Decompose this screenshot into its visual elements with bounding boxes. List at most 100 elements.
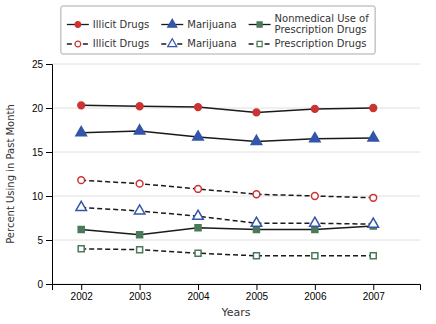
legend-label: Marijuana xyxy=(187,19,236,30)
x-tick-label: 2004 xyxy=(187,291,210,302)
y-tick-label: 0 xyxy=(37,279,43,290)
series-marker xyxy=(370,105,377,112)
series-marker xyxy=(312,253,318,259)
y-tick-mark xyxy=(46,240,52,241)
series-marker xyxy=(312,226,318,232)
series-marker xyxy=(134,205,145,214)
x-tick-mark xyxy=(315,284,316,290)
y-tick-label: 15 xyxy=(32,147,44,158)
x-tick-mark xyxy=(198,284,199,290)
y-tick-mark xyxy=(46,108,52,109)
x-tick: 2007 xyxy=(363,284,386,302)
series-marker xyxy=(251,135,262,144)
series-marker xyxy=(368,218,379,227)
series-marker xyxy=(76,201,87,210)
series xyxy=(78,102,377,116)
y-tick-label: 25 xyxy=(32,59,44,70)
legend-item: Prescription Drugs xyxy=(249,38,367,49)
x-tick-mark xyxy=(256,284,257,290)
series-marker xyxy=(195,186,202,193)
x-tick: 2003 xyxy=(129,284,152,302)
series-line xyxy=(81,105,373,112)
legend-label: Illicit Drugs xyxy=(93,38,149,49)
series-marker xyxy=(310,133,321,142)
legend-item: Marijuana xyxy=(161,19,236,30)
grid-line xyxy=(52,152,420,153)
y-tick-mark xyxy=(46,284,52,285)
legend: Illicit Drugs Marijuana Nonmedical Use ofP… xyxy=(61,6,375,54)
series-marker xyxy=(368,132,379,141)
series-marker xyxy=(193,210,204,219)
series-marker xyxy=(253,109,260,116)
series-marker xyxy=(370,253,376,259)
y-tick-mark xyxy=(46,196,52,197)
grid-line xyxy=(52,196,420,197)
legend-label: Illicit Drugs xyxy=(93,19,149,30)
x-axis-line xyxy=(53,285,421,291)
chart: 2002200320042005200620070510152025YearsP… xyxy=(0,0,436,324)
y-tick: 0 xyxy=(37,279,52,290)
series-line xyxy=(81,131,373,142)
plot-area: 2002200320042005200620070510152025YearsP… xyxy=(5,59,421,319)
series-line xyxy=(81,180,373,198)
y-tick: 20 xyxy=(32,103,52,114)
grid-line xyxy=(52,64,420,65)
y-tick-mark xyxy=(46,64,52,65)
y-tick: 10 xyxy=(32,191,52,202)
y-tick-label: 20 xyxy=(32,103,44,114)
series-marker xyxy=(134,125,145,134)
legend-swatch-marker xyxy=(168,19,177,27)
series xyxy=(78,246,376,259)
series-marker xyxy=(311,105,318,112)
x-tick-label: 2003 xyxy=(129,291,152,302)
legend-item: Illicit Drugs xyxy=(67,19,149,30)
legend-swatch-marker xyxy=(257,22,262,27)
series-marker xyxy=(78,226,84,232)
grid xyxy=(52,64,420,284)
x-tick-label: 2007 xyxy=(363,291,386,302)
y-tick-label: 10 xyxy=(32,191,44,202)
series-marker xyxy=(253,253,259,259)
legend-swatch-marker xyxy=(168,39,177,47)
x-tick-label: 2005 xyxy=(246,291,269,302)
legend-swatch-marker xyxy=(257,41,262,46)
series-marker xyxy=(76,127,87,136)
series-marker xyxy=(251,217,262,226)
series-marker xyxy=(78,177,85,184)
series xyxy=(76,201,379,227)
y-axis-title: Percent Using in Past Month xyxy=(5,104,16,244)
y-tick-mark xyxy=(46,152,52,153)
y-axis-line xyxy=(46,65,53,285)
series-line xyxy=(81,207,373,224)
series-marker xyxy=(137,247,143,253)
series-marker xyxy=(253,226,259,232)
series-group xyxy=(76,102,379,259)
y-tick: 15 xyxy=(32,147,52,158)
series-marker xyxy=(195,250,201,256)
y-tick-label: 5 xyxy=(37,235,43,246)
series-line xyxy=(81,226,373,235)
series-marker xyxy=(195,104,202,111)
x-tick: 2006 xyxy=(304,284,327,302)
series-marker xyxy=(78,246,84,252)
x-tick: 2002 xyxy=(71,284,94,302)
series-marker xyxy=(136,180,143,187)
legend-label: Prescription Drugs xyxy=(275,38,367,49)
y-tick: 5 xyxy=(37,235,52,246)
y-axis: 0 5 10 15 20 25 xyxy=(32,59,53,290)
series xyxy=(78,223,376,238)
series-marker xyxy=(78,102,85,109)
series-marker xyxy=(195,225,201,231)
legend-item: Illicit Drugs xyxy=(67,38,149,49)
legend-label: Marijuana xyxy=(187,38,236,49)
x-tick-mark xyxy=(373,284,374,290)
series-marker xyxy=(136,103,143,110)
series xyxy=(76,125,379,145)
series-marker xyxy=(253,191,260,198)
series-marker xyxy=(137,232,143,238)
legend-label: Nonmedical Use ofPrescription Drugs xyxy=(275,13,370,35)
series-marker xyxy=(311,193,318,200)
legend-item: Nonmedical Use ofPrescription Drugs xyxy=(249,13,370,35)
series-marker xyxy=(193,131,204,140)
series-marker xyxy=(310,217,321,226)
